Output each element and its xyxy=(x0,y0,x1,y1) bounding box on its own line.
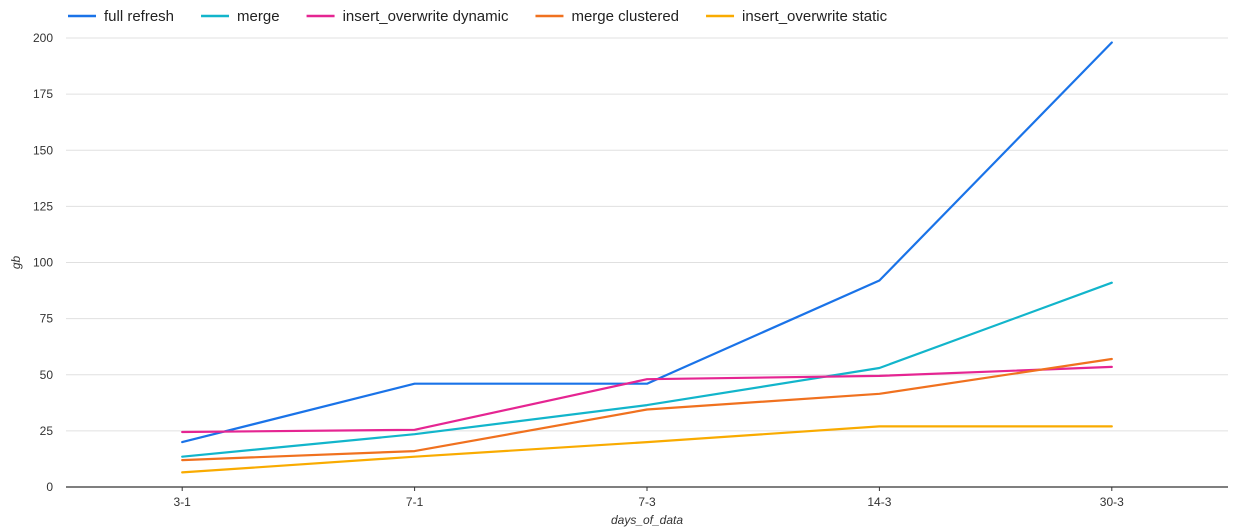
y-tick-label: 175 xyxy=(33,87,53,101)
y-tick-label: 50 xyxy=(40,368,54,382)
y-tick-label: 100 xyxy=(33,256,53,270)
x-axis-ticks: 3-1 7-1 7-3 14-3 30-3 xyxy=(174,487,1124,509)
y-tick-label: 125 xyxy=(33,199,53,213)
gridlines xyxy=(66,37,1228,488)
x-tick-label: 3-1 xyxy=(174,495,192,509)
series-lines xyxy=(181,41,1113,474)
x-tick-label: 7-3 xyxy=(638,495,656,509)
y-tick-label: 200 xyxy=(33,31,53,45)
y-tick-label: 150 xyxy=(33,143,53,157)
legend-item: insert_overwrite dynamic xyxy=(306,8,509,25)
legend-label: full refresh xyxy=(104,8,174,25)
legend: full refresh merge insert_overwrite dynami… xyxy=(68,8,888,25)
y-axis-title: gb xyxy=(9,256,23,270)
series-line-merge-clustered xyxy=(181,357,1113,462)
y-tick-label: 75 xyxy=(40,312,54,326)
y-tick-label: 25 xyxy=(40,424,54,438)
series-line-insert-overwrite-dynamic xyxy=(181,365,1113,434)
x-tick-label: 30-3 xyxy=(1100,495,1124,509)
legend-item: full refresh xyxy=(68,8,174,25)
legend-label: insert_overwrite dynamic xyxy=(343,8,509,25)
legend-label: insert_overwrite static xyxy=(742,8,888,25)
series-line-merge xyxy=(181,281,1113,458)
x-tick-label: 7-1 xyxy=(406,495,424,509)
x-tick-label: 14-3 xyxy=(867,495,891,509)
legend-label: merge xyxy=(237,8,280,25)
series-line-full-refresh xyxy=(181,41,1113,444)
y-axis-ticks: 0 25 50 75 100 125 150 175 200 xyxy=(33,31,53,494)
x-axis-title: days_of_data xyxy=(611,513,683,527)
legend-item: merge xyxy=(201,8,280,25)
y-tick-label: 0 xyxy=(46,480,53,494)
legend-label: merge clustered xyxy=(571,8,679,25)
series-line-insert-overwrite-static xyxy=(181,425,1113,474)
legend-item: insert_overwrite static xyxy=(706,8,888,25)
legend-item: merge clustered xyxy=(535,8,679,25)
